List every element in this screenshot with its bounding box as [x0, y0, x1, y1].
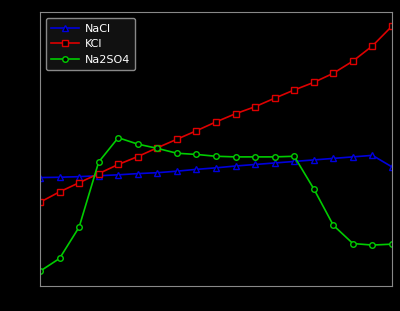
KCl	[253, 105, 258, 109]
KCl	[38, 200, 42, 204]
Na2SO4	[135, 142, 140, 146]
Na2SO4	[233, 155, 238, 159]
KCl	[77, 181, 82, 185]
Na2SO4	[272, 155, 277, 159]
Na2SO4	[116, 136, 121, 140]
KCl	[135, 155, 140, 158]
Na2SO4	[174, 151, 179, 155]
KCl	[155, 146, 160, 150]
KCl	[350, 59, 355, 63]
Na2SO4	[194, 153, 199, 156]
NaCl	[272, 161, 277, 165]
NaCl	[292, 160, 297, 163]
NaCl	[233, 164, 238, 168]
Na2SO4	[370, 243, 375, 247]
KCl	[292, 88, 297, 92]
Na2SO4	[350, 242, 355, 245]
KCl	[233, 112, 238, 116]
KCl	[331, 72, 336, 75]
NaCl	[311, 158, 316, 162]
KCl	[311, 81, 316, 84]
NaCl	[331, 156, 336, 160]
Na2SO4	[77, 225, 82, 229]
NaCl	[350, 155, 355, 159]
NaCl	[194, 168, 199, 171]
NaCl	[77, 175, 82, 179]
KCl	[272, 96, 277, 100]
NaCl	[135, 172, 140, 175]
Legend: NaCl, KCl, Na2SO4: NaCl, KCl, Na2SO4	[46, 18, 135, 70]
Na2SO4	[57, 257, 62, 260]
KCl	[174, 137, 179, 141]
Na2SO4	[331, 223, 336, 227]
KCl	[57, 190, 62, 194]
Na2SO4	[96, 160, 101, 164]
Line: KCl: KCl	[37, 23, 395, 205]
Na2SO4	[253, 155, 258, 159]
NaCl	[253, 163, 258, 166]
NaCl	[174, 169, 179, 173]
Na2SO4	[38, 269, 42, 273]
NaCl	[214, 166, 218, 170]
NaCl	[116, 173, 121, 177]
KCl	[390, 24, 394, 28]
Na2SO4	[390, 242, 394, 246]
Na2SO4	[214, 154, 218, 158]
Line: Na2SO4: Na2SO4	[37, 135, 395, 274]
NaCl	[370, 154, 375, 157]
NaCl	[38, 176, 42, 179]
NaCl	[155, 171, 160, 174]
KCl	[96, 172, 101, 175]
NaCl	[96, 174, 101, 178]
Na2SO4	[155, 146, 160, 150]
KCl	[214, 120, 218, 124]
KCl	[116, 163, 121, 166]
NaCl	[57, 175, 62, 179]
KCl	[194, 129, 199, 132]
Na2SO4	[292, 154, 297, 158]
KCl	[370, 44, 375, 48]
Na2SO4	[311, 187, 316, 191]
Line: NaCl: NaCl	[37, 153, 395, 180]
NaCl	[390, 165, 394, 169]
